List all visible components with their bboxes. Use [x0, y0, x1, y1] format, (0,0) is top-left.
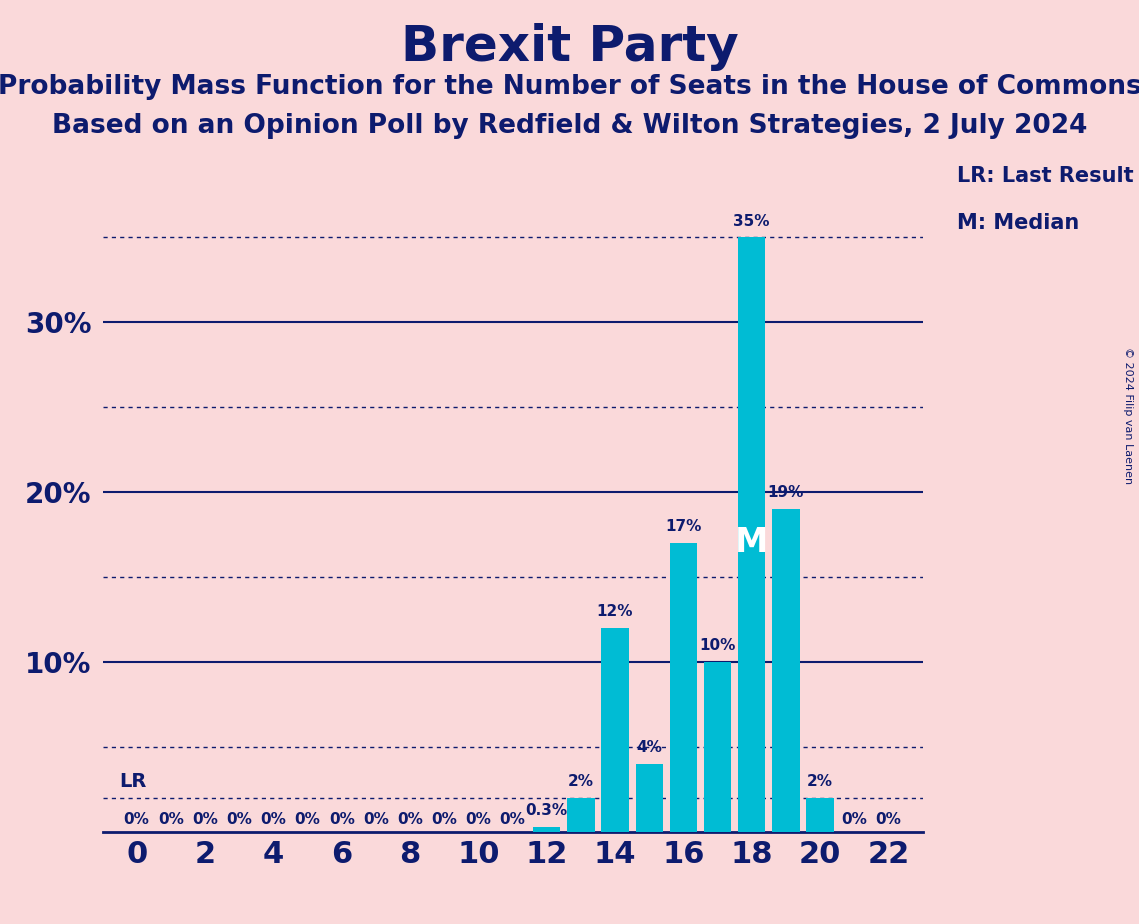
Text: Brexit Party: Brexit Party: [401, 23, 738, 71]
Text: 4%: 4%: [637, 740, 662, 755]
Bar: [806, 797, 834, 832]
Text: LR: Last Result: LR: Last Result: [957, 166, 1133, 187]
Bar: [772, 509, 800, 832]
Text: 0%: 0%: [295, 811, 320, 826]
Text: 0%: 0%: [227, 811, 252, 826]
Text: LR: LR: [120, 772, 147, 791]
Text: 0%: 0%: [876, 811, 901, 826]
Text: 2%: 2%: [568, 774, 593, 789]
Text: 0%: 0%: [363, 811, 388, 826]
Text: 0%: 0%: [432, 811, 457, 826]
Bar: [567, 797, 595, 832]
Bar: [704, 662, 731, 832]
Text: Probability Mass Function for the Number of Seats in the House of Commons: Probability Mass Function for the Number…: [0, 74, 1139, 100]
Text: 0.3%: 0.3%: [526, 803, 567, 818]
Text: 0%: 0%: [398, 811, 423, 826]
Text: 0%: 0%: [158, 811, 183, 826]
Bar: [636, 763, 663, 832]
Text: 0%: 0%: [500, 811, 525, 826]
Text: 2%: 2%: [808, 774, 833, 789]
Text: 0%: 0%: [124, 811, 149, 826]
Text: 35%: 35%: [734, 213, 770, 229]
Bar: [738, 237, 765, 832]
Text: M: Median: M: Median: [957, 213, 1079, 233]
Text: 17%: 17%: [665, 519, 702, 534]
Text: 0%: 0%: [329, 811, 354, 826]
Text: © 2024 Filip van Laenen: © 2024 Filip van Laenen: [1123, 347, 1133, 484]
Text: 12%: 12%: [597, 604, 633, 619]
Bar: [601, 627, 629, 832]
Text: M: M: [735, 527, 769, 559]
Text: 0%: 0%: [842, 811, 867, 826]
Text: 10%: 10%: [699, 638, 736, 653]
Bar: [670, 543, 697, 832]
Text: Based on an Opinion Poll by Redfield & Wilton Strategies, 2 July 2024: Based on an Opinion Poll by Redfield & W…: [51, 113, 1088, 139]
Text: 19%: 19%: [768, 485, 804, 501]
Text: 0%: 0%: [261, 811, 286, 826]
Text: 0%: 0%: [466, 811, 491, 826]
Bar: [533, 826, 560, 832]
Text: 0%: 0%: [192, 811, 218, 826]
